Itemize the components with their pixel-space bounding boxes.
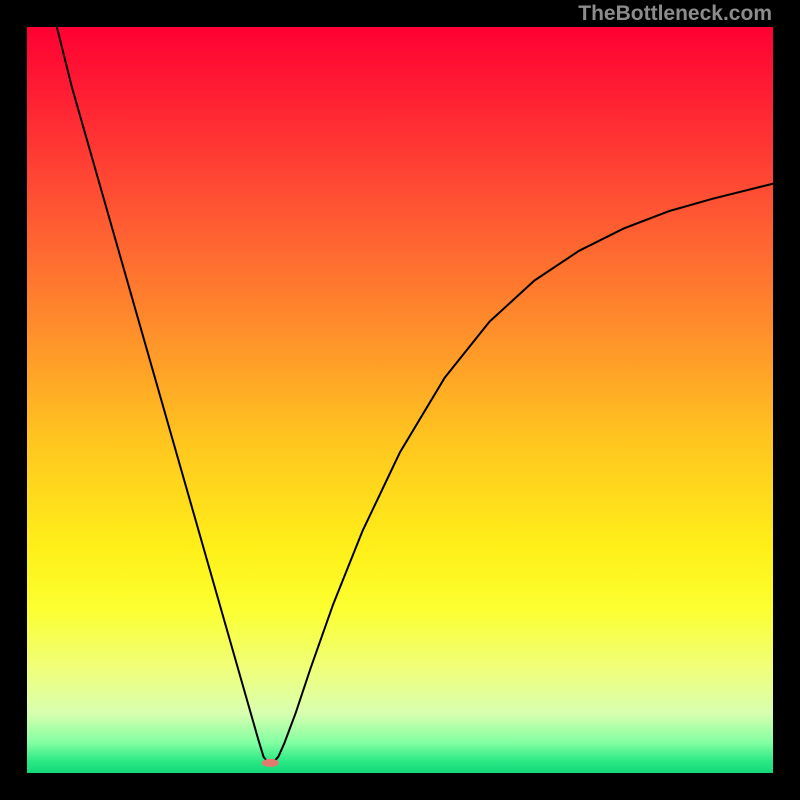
chart-frame: TheBottleneck.com (0, 0, 800, 800)
watermark-text: TheBottleneck.com (578, 2, 772, 26)
bottleneck-curve (27, 27, 773, 773)
plot-area (27, 27, 773, 773)
